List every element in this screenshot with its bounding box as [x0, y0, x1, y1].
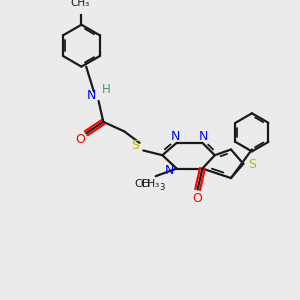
- Text: N: N: [199, 130, 208, 143]
- Text: S: S: [131, 139, 139, 152]
- Text: CH₃: CH₃: [70, 0, 89, 8]
- Text: O: O: [193, 192, 202, 205]
- Text: N: N: [164, 164, 174, 177]
- Text: 3: 3: [160, 183, 165, 192]
- Text: N: N: [86, 89, 96, 102]
- Text: O: O: [76, 134, 85, 146]
- Text: H: H: [102, 83, 111, 96]
- Text: S: S: [248, 158, 256, 171]
- Text: CH₃: CH₃: [140, 179, 160, 189]
- Text: CH: CH: [135, 179, 151, 189]
- Text: N: N: [171, 130, 180, 143]
